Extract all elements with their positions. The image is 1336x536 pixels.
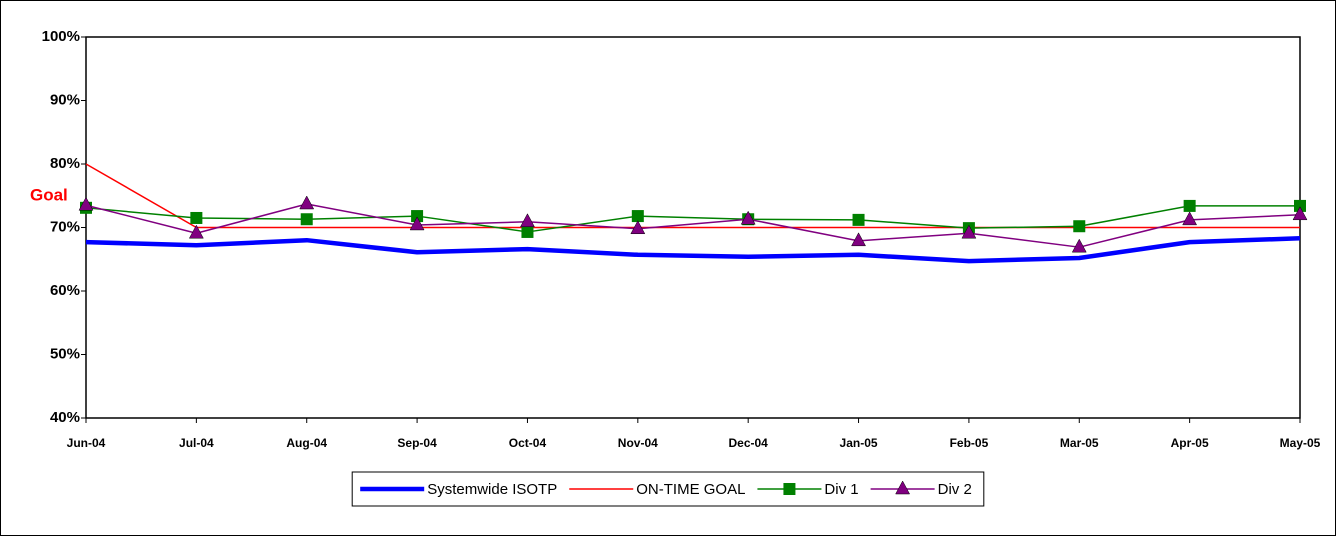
data-point xyxy=(1071,238,1087,253)
x-tick-label: Oct-04 xyxy=(509,436,547,450)
y-tick-label: 80% xyxy=(50,155,80,172)
y-tick-label: 90% xyxy=(50,91,80,108)
x-tick-label: Apr-05 xyxy=(1171,436,1209,450)
y-tick-label: 70% xyxy=(50,218,80,235)
data-point xyxy=(1182,211,1198,226)
data-point xyxy=(961,224,977,239)
data-point xyxy=(520,213,535,228)
data-point xyxy=(78,196,94,211)
series-line xyxy=(85,236,1301,264)
data-point xyxy=(1183,199,1196,212)
legend-marker xyxy=(783,483,796,495)
data-point xyxy=(1294,199,1306,212)
data-point xyxy=(411,210,424,223)
x-tick-label: Jun-04 xyxy=(67,436,106,450)
data-point xyxy=(409,216,425,231)
x-tick-label: Mar-05 xyxy=(1060,436,1099,450)
data-point xyxy=(300,213,313,226)
series-line xyxy=(85,203,1301,248)
x-tick-label: Sep-04 xyxy=(397,436,437,450)
legend-label: Div 1 xyxy=(824,481,858,498)
series-line xyxy=(85,163,1300,229)
data-point xyxy=(299,195,315,210)
annotation: Goal xyxy=(30,185,68,204)
data-point xyxy=(740,210,756,225)
data-point xyxy=(630,220,646,235)
legend: Systemwide ISOTP ON-TIME GOAL Div 1 Div 2 xyxy=(351,471,985,507)
legend-label: ON-TIME GOAL xyxy=(636,481,745,498)
y-tick-label: 100% xyxy=(42,28,80,45)
x-tick-label: Dec-04 xyxy=(729,436,769,450)
y-tick-label: 50% xyxy=(50,345,80,362)
data-point xyxy=(852,213,865,226)
y-tick-label: 40% xyxy=(50,409,80,426)
x-tick-label: Feb-05 xyxy=(950,436,989,450)
x-tick-label: May-05 xyxy=(1280,436,1321,450)
legend-label: Systemwide ISOTP xyxy=(427,481,557,498)
data-point xyxy=(1292,206,1308,221)
data-point xyxy=(1073,220,1086,233)
x-tick-label: Jul-04 xyxy=(179,436,214,450)
data-point xyxy=(190,211,203,224)
legend-marker xyxy=(895,480,911,495)
y-tick-label: 60% xyxy=(50,282,80,299)
x-tick-label: Nov-04 xyxy=(618,436,658,450)
data-point xyxy=(188,224,204,239)
x-tick-label: Aug-04 xyxy=(286,436,327,450)
data-point xyxy=(631,210,644,223)
series-line xyxy=(85,205,1300,233)
x-tick-label: Jan-05 xyxy=(840,436,878,450)
data-point xyxy=(521,225,534,238)
data-point xyxy=(851,232,866,247)
legend-label: Div 2 xyxy=(938,481,972,498)
